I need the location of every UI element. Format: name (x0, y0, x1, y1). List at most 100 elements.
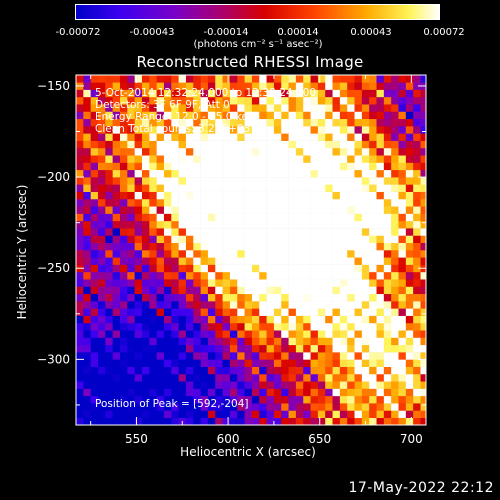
heatmap-cell (354, 257, 363, 265)
heatmap-cell (127, 104, 135, 112)
heatmap-cell (413, 271, 421, 280)
heatmap-cell (376, 140, 385, 149)
heatmap-cell (97, 257, 106, 265)
heatmap-cell (405, 322, 414, 331)
heatmap-cell (207, 242, 216, 251)
heatmap-cell (207, 228, 216, 236)
heatmap-cell (391, 242, 399, 251)
heatmap-cell (303, 235, 311, 244)
heatmap-cell (237, 403, 245, 411)
heatmap-cell (332, 315, 341, 324)
heatmap-cell (127, 250, 135, 258)
heatmap-cell (361, 235, 370, 244)
heatmap-cell (273, 315, 282, 324)
heatmap-cell (266, 257, 275, 265)
heatmap-cell (391, 133, 399, 141)
heatmap-cell (295, 301, 304, 309)
heatmap-cell (295, 82, 304, 90)
heatmap-cell (295, 228, 304, 236)
heatmap-cell (420, 177, 426, 185)
heatmap-cell (127, 388, 135, 397)
heatmap-cell (303, 75, 311, 83)
heatmap-cell (237, 104, 245, 112)
heatmap-cell (141, 140, 150, 149)
heatmap-cell (376, 133, 385, 141)
heatmap-cell (317, 264, 326, 273)
heatmap-cell (134, 330, 143, 338)
heatmap-cell (105, 140, 113, 149)
heatmap-cell (193, 337, 201, 346)
heatmap-cell (251, 133, 260, 141)
heatmap-cell (171, 89, 179, 98)
heatmap-cell (178, 250, 187, 258)
heatmap-cell (112, 264, 121, 273)
heatmap-cell (251, 162, 260, 171)
heatmap-cell (215, 388, 223, 397)
heatmap-cell (141, 235, 150, 244)
heatmap-cell (90, 220, 99, 229)
heatmap-cell (193, 264, 201, 273)
heatmap-cell (119, 344, 128, 353)
heatmap-cell (383, 264, 392, 273)
heatmap-cell (332, 198, 341, 207)
heatmap-cell (413, 381, 421, 389)
heatmap-cell (369, 140, 377, 149)
heatmap-cell (383, 403, 392, 411)
heatmap-cell (83, 366, 91, 375)
heatmap-cell (273, 89, 282, 98)
heatmap-cell (259, 286, 267, 295)
heatmap-cell (215, 337, 223, 346)
heatmap-cell (237, 155, 245, 163)
heatmap-cell (171, 206, 179, 214)
heatmap-cell (369, 279, 377, 287)
heatmap-cell (273, 126, 282, 134)
heatmap-cell (317, 104, 326, 112)
heatmap-cell (97, 271, 106, 280)
heatmap-cell (222, 177, 231, 185)
heatmap-cell (332, 388, 341, 397)
heatmap-cell (288, 206, 297, 214)
heatmap-cell (119, 388, 128, 397)
heatmap-cell (251, 337, 260, 346)
heatmap-cell (339, 373, 348, 382)
heatmap-cell (376, 220, 385, 229)
heatmap-cell (281, 264, 289, 273)
heatmap-cell (127, 293, 135, 302)
heatmap-cell (303, 104, 311, 112)
heatmap-cell (251, 198, 260, 207)
heatmap-cell (376, 235, 385, 244)
heatmap-cell (281, 177, 289, 185)
heatmap-cell (251, 147, 260, 156)
heatmap-cell (229, 315, 238, 324)
heatmap-cell (90, 82, 99, 90)
heatmap-cell (332, 235, 341, 244)
heatmap-cell (413, 118, 421, 127)
heatmap-cell (156, 126, 165, 134)
heatmap-cell (288, 250, 297, 258)
heatmap-cell (127, 162, 135, 171)
heatmap-cell (156, 352, 165, 360)
heatmap-cell (119, 286, 128, 295)
heatmap-cell (266, 271, 275, 280)
heatmap-cell (97, 301, 106, 309)
heatmap-cell (369, 359, 377, 367)
heatmap-cell (354, 177, 363, 185)
heatmap-cell (156, 301, 165, 309)
heatmap-cell (303, 118, 311, 127)
heatmap-cell (281, 403, 289, 411)
heatmap-cell (127, 155, 135, 163)
heatmap-cell (325, 395, 333, 404)
heatmap-cell (361, 96, 370, 105)
heatmap-cell (237, 381, 245, 389)
heatmap-cell (200, 308, 209, 316)
heatmap-cell (200, 147, 209, 156)
heatmap-cell (310, 220, 319, 229)
heatmap-cell (295, 191, 304, 200)
heatmap-cell (251, 75, 260, 83)
heatmap-cell (200, 322, 209, 331)
heatmap-cell (90, 352, 99, 360)
heatmap-cell (193, 410, 201, 419)
heatmap-cell (222, 250, 231, 258)
heatmap-cell (339, 118, 348, 127)
heatmap-cell (398, 330, 407, 338)
